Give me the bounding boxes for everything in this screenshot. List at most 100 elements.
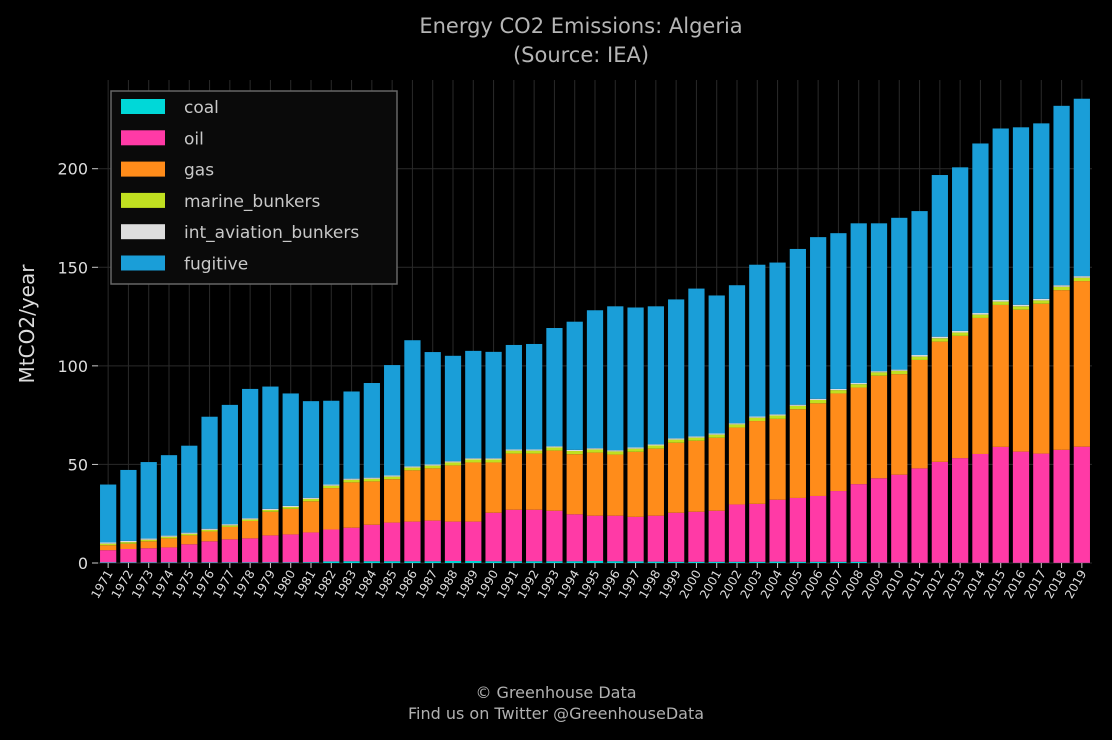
bar-segment-gas (566, 454, 583, 515)
bar-segment-gas (323, 488, 340, 530)
bar-segment-fugitive (688, 288, 705, 437)
bar-segment-fugitive (810, 237, 827, 399)
bar-segment-marine_bunkers (749, 417, 766, 422)
bar-segment-fugitive (789, 248, 806, 405)
bar-segment-oil (526, 509, 543, 562)
legend-swatch-coal (121, 99, 165, 114)
bar-segment-gas (262, 511, 279, 536)
bar-segment-marine_bunkers (181, 533, 198, 536)
bar-segment-marine_bunkers (931, 338, 948, 342)
legend-label-int_aviation_bunkers: int_aviation_bunkers (184, 223, 359, 243)
bar-segment-oil (749, 503, 766, 562)
bar-segment-fugitive (424, 352, 441, 465)
bar-segment-marine_bunkers (282, 507, 299, 509)
bar-segment-int_aviation_bunkers (769, 414, 786, 416)
bar-segment-int_aviation_bunkers (789, 404, 806, 406)
bar-segment-marine_bunkers (688, 437, 705, 441)
bar-segment-gas (404, 470, 421, 522)
bar-segment-coal (221, 562, 238, 563)
bar-segment-oil (911, 468, 928, 563)
bar-segment-marine_bunkers (120, 542, 137, 544)
bar-segment-coal (810, 561, 827, 563)
legend-label-fugitive: fugitive (184, 255, 248, 275)
legend-label-gas: gas (184, 161, 214, 181)
bar-segment-coal (120, 562, 137, 563)
bar-segment-oil (1033, 453, 1050, 563)
bar-segment-marine_bunkers (789, 405, 806, 410)
bar-segment-marine_bunkers (728, 424, 746, 428)
bar-segment-fugitive (262, 386, 279, 509)
bar-segment-oil (404, 521, 421, 562)
bar-segment-gas (607, 454, 624, 516)
bar-segment-marine_bunkers (627, 448, 644, 452)
bar-segment-marine_bunkers (1053, 286, 1070, 291)
legend: coal oil gas marine_bunkers int_aviation_bun… (110, 90, 398, 285)
bar-segment-gas (891, 374, 908, 475)
bar-segment-gas (343, 482, 360, 528)
bar-segment-marine_bunkers (607, 451, 624, 455)
bar-segment-oil (810, 495, 827, 562)
bar-segment-gas (505, 453, 522, 510)
bar-segment-marine_bunkers (363, 478, 380, 482)
bar-segment-fugitive (830, 233, 847, 389)
bar-segment-fugitive (728, 285, 746, 424)
bar-segment-oil (424, 520, 441, 562)
bar-segment-int_aviation_bunkers (952, 330, 969, 333)
bar-segment-fugitive (302, 401, 320, 498)
bar-segment-int_aviation_bunkers (830, 388, 847, 391)
bar-segment-int_aviation_bunkers (465, 458, 482, 460)
bar-segment-coal (404, 561, 421, 563)
bar-segment-oil (160, 547, 178, 563)
bar-segment-int_aviation_bunkers (160, 535, 178, 537)
bar-segment-oil (282, 534, 299, 563)
bar-segment-int_aviation_bunkers (201, 528, 218, 530)
bar-segment-coal (749, 561, 766, 563)
bar-segment-fugitive (1033, 123, 1050, 299)
bar-segment-oil (850, 484, 867, 562)
bar-segment-gas (485, 462, 502, 513)
bar-segment-oil (870, 478, 888, 563)
bar-segment-oil (586, 515, 604, 562)
bar-segment-coal (302, 562, 320, 563)
bar-segment-coal (688, 561, 705, 563)
bar-segment-coal (424, 561, 441, 563)
bar-segment-int_aviation_bunkers (566, 449, 583, 452)
bar-segment-oil (201, 541, 218, 563)
bar-segment-marine_bunkers (160, 536, 178, 539)
bar-segment-oil (1053, 449, 1070, 563)
bar-segment-fugitive (343, 391, 360, 479)
bar-segment-gas (160, 538, 178, 548)
bar-segment-gas (100, 545, 117, 551)
bar-segment-marine_bunkers (221, 525, 238, 527)
bar-segment-fugitive (160, 455, 178, 536)
bar-segment-int_aviation_bunkers (384, 475, 401, 477)
bar-segment-marine_bunkers (586, 449, 604, 453)
bar-segment-marine_bunkers (242, 519, 259, 522)
bar-segment-gas (627, 451, 644, 517)
bar-segment-marine_bunkers (526, 450, 543, 454)
bar-segment-oil (931, 461, 948, 563)
bar-segment-int_aviation_bunkers (100, 542, 117, 544)
bar-segment-fugitive (526, 343, 543, 450)
bar-segment-oil (262, 535, 279, 563)
bar-segment-int_aviation_bunkers (911, 355, 928, 357)
bar-segment-oil (444, 521, 462, 562)
bar-segment-int_aviation_bunkers (992, 300, 1009, 302)
y-tick-label: 150 (57, 258, 88, 277)
bar-segment-int_aviation_bunkers (586, 448, 604, 450)
bar-segment-marine_bunkers (404, 467, 421, 471)
bar-segment-oil (891, 474, 908, 563)
bar-segment-fugitive (911, 211, 928, 356)
bar-segment-int_aviation_bunkers (181, 532, 198, 534)
footer-twitter: Find us on Twitter @GreenhouseData (407, 704, 705, 723)
bar-segment-oil (384, 522, 401, 562)
bar-segment-marine_bunkers (140, 539, 157, 542)
bar-segment-fugitive (282, 393, 299, 506)
bar-segment-gas (1053, 290, 1070, 450)
bar-segment-marine_bunkers (972, 314, 989, 318)
bar-segment-gas (749, 421, 766, 504)
bar-segment-oil (485, 512, 502, 562)
legend-swatch-marine_bunkers (121, 192, 165, 208)
bar-segment-int_aviation_bunkers (262, 508, 279, 510)
